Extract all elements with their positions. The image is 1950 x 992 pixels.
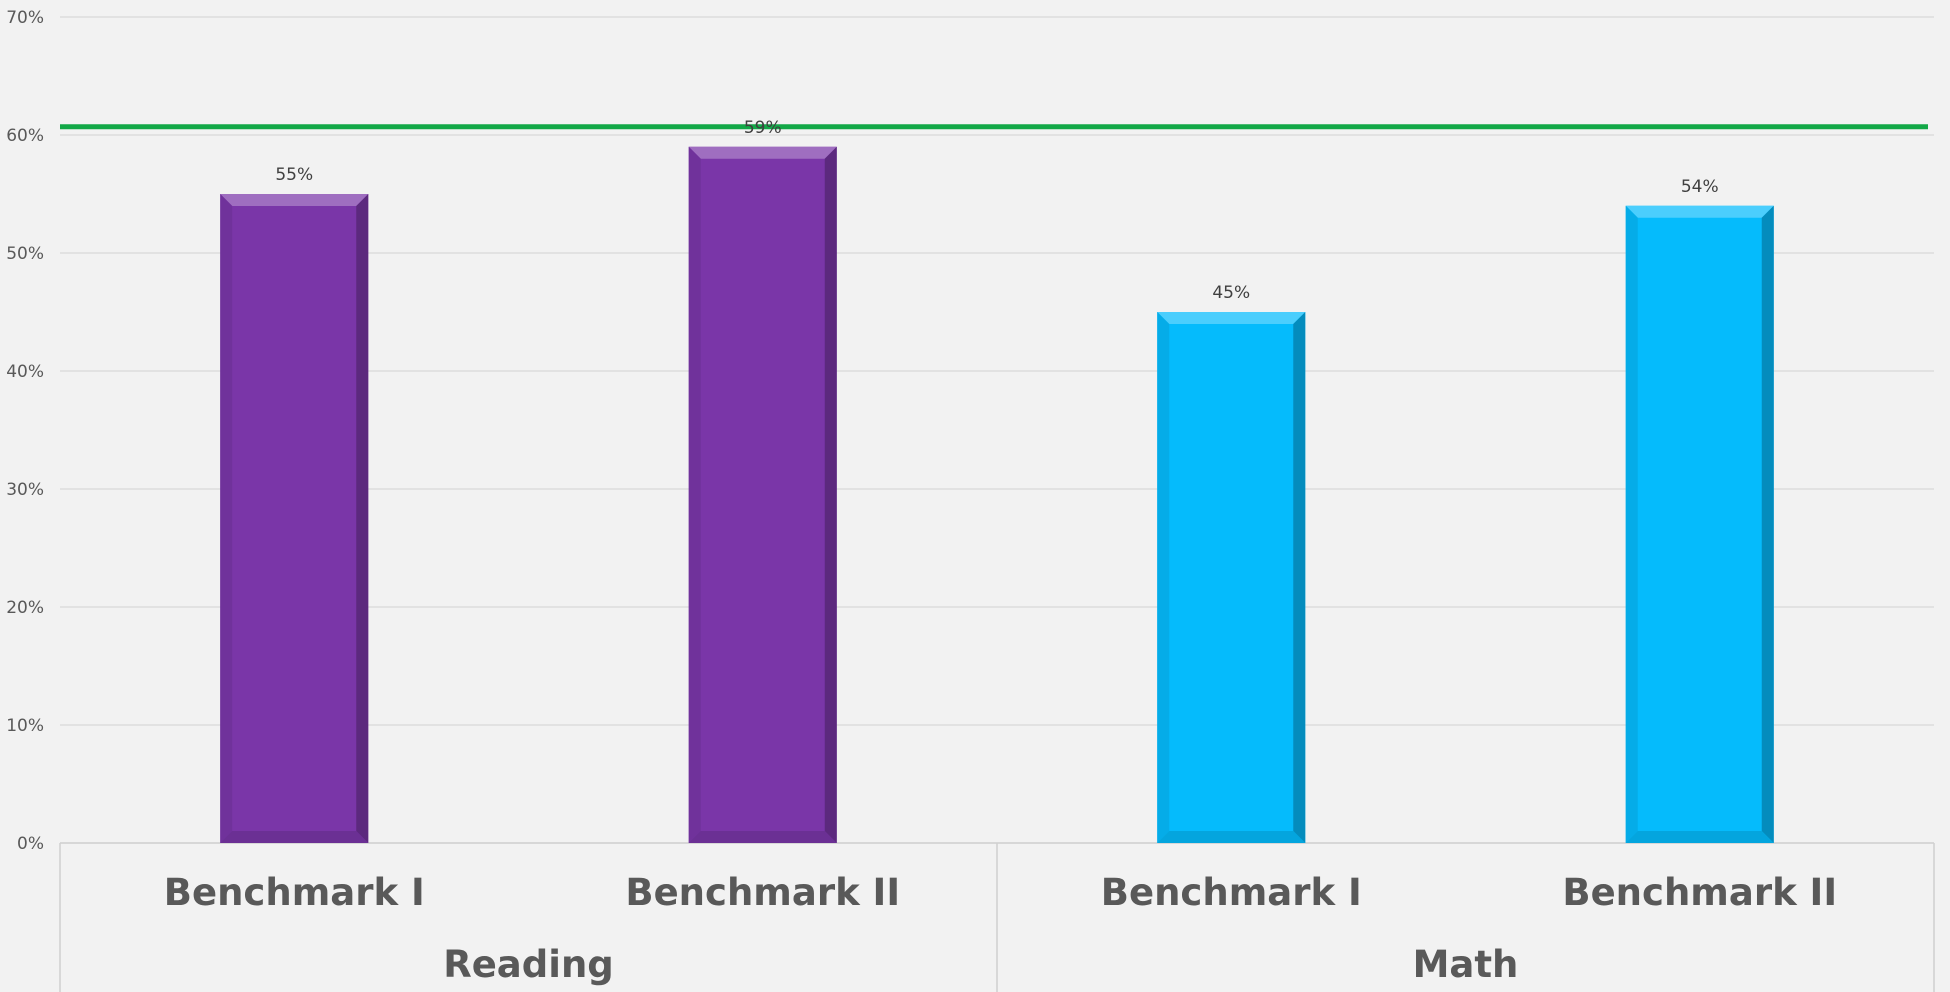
- bars: [220, 146, 1774, 844]
- bar-bevel-top: [1625, 205, 1774, 218]
- bar[interactable]: [220, 194, 369, 843]
- bar-bevel-left: [220, 194, 233, 843]
- bar-bevel-bottom: [220, 831, 369, 843]
- bar-bevel-top: [688, 146, 837, 159]
- gridlines: [60, 16, 1934, 844]
- x-axis-labels: Benchmark I Benchmark II Benchmark I Benchm…: [164, 871, 1837, 986]
- y-axis-ticks: 0% 10% 20% 30% 40% 50% 60% 70%: [6, 8, 44, 854]
- bar-bevel-left: [688, 146, 701, 844]
- bar-bevel-bottom: [1157, 831, 1306, 843]
- bar-bevel-right: [356, 194, 369, 843]
- bar-body: [1625, 205, 1774, 844]
- y-tick-label: 20%: [6, 598, 44, 618]
- bar-bevel-bottom: [688, 831, 837, 843]
- bar-bevel-top: [1157, 312, 1306, 324]
- data-label: 55%: [275, 165, 313, 185]
- y-tick-label: 50%: [6, 244, 44, 264]
- y-tick-label: 40%: [6, 362, 44, 382]
- bar-body: [1157, 312, 1306, 843]
- data-label: 54%: [1681, 177, 1719, 197]
- y-tick-label: 30%: [6, 480, 44, 500]
- bar-bevel-right: [1293, 312, 1306, 843]
- bar-body: [688, 146, 837, 844]
- x-group-label: Reading: [443, 943, 614, 986]
- bar-bevel-left: [1157, 312, 1170, 843]
- x-category-label: Benchmark I: [164, 871, 425, 914]
- x-category-label: Benchmark II: [625, 871, 900, 914]
- data-label: 45%: [1212, 283, 1250, 303]
- y-tick-label: 10%: [6, 716, 44, 736]
- bar[interactable]: [1625, 205, 1774, 844]
- y-tick-label: 70%: [6, 8, 44, 28]
- bar[interactable]: [688, 146, 837, 844]
- x-category-label: Benchmark I: [1101, 871, 1362, 914]
- bar-bevel-right: [1761, 205, 1774, 844]
- bar-body: [220, 194, 369, 843]
- data-label: 59%: [744, 118, 782, 138]
- bar-bevel-right: [824, 146, 837, 844]
- bar-bevel-left: [1625, 205, 1638, 844]
- axes: [59, 842, 1935, 992]
- bar-bevel-bottom: [1625, 831, 1774, 843]
- bar[interactable]: [1157, 312, 1306, 843]
- x-category-label: Benchmark II: [1562, 871, 1837, 914]
- data-labels: 55% 59% 45% 54%: [275, 118, 1718, 303]
- y-tick-label: 0%: [17, 834, 44, 854]
- bar-bevel-top: [220, 194, 369, 206]
- y-tick-label: 60%: [6, 126, 44, 146]
- x-group-label: Math: [1413, 943, 1519, 986]
